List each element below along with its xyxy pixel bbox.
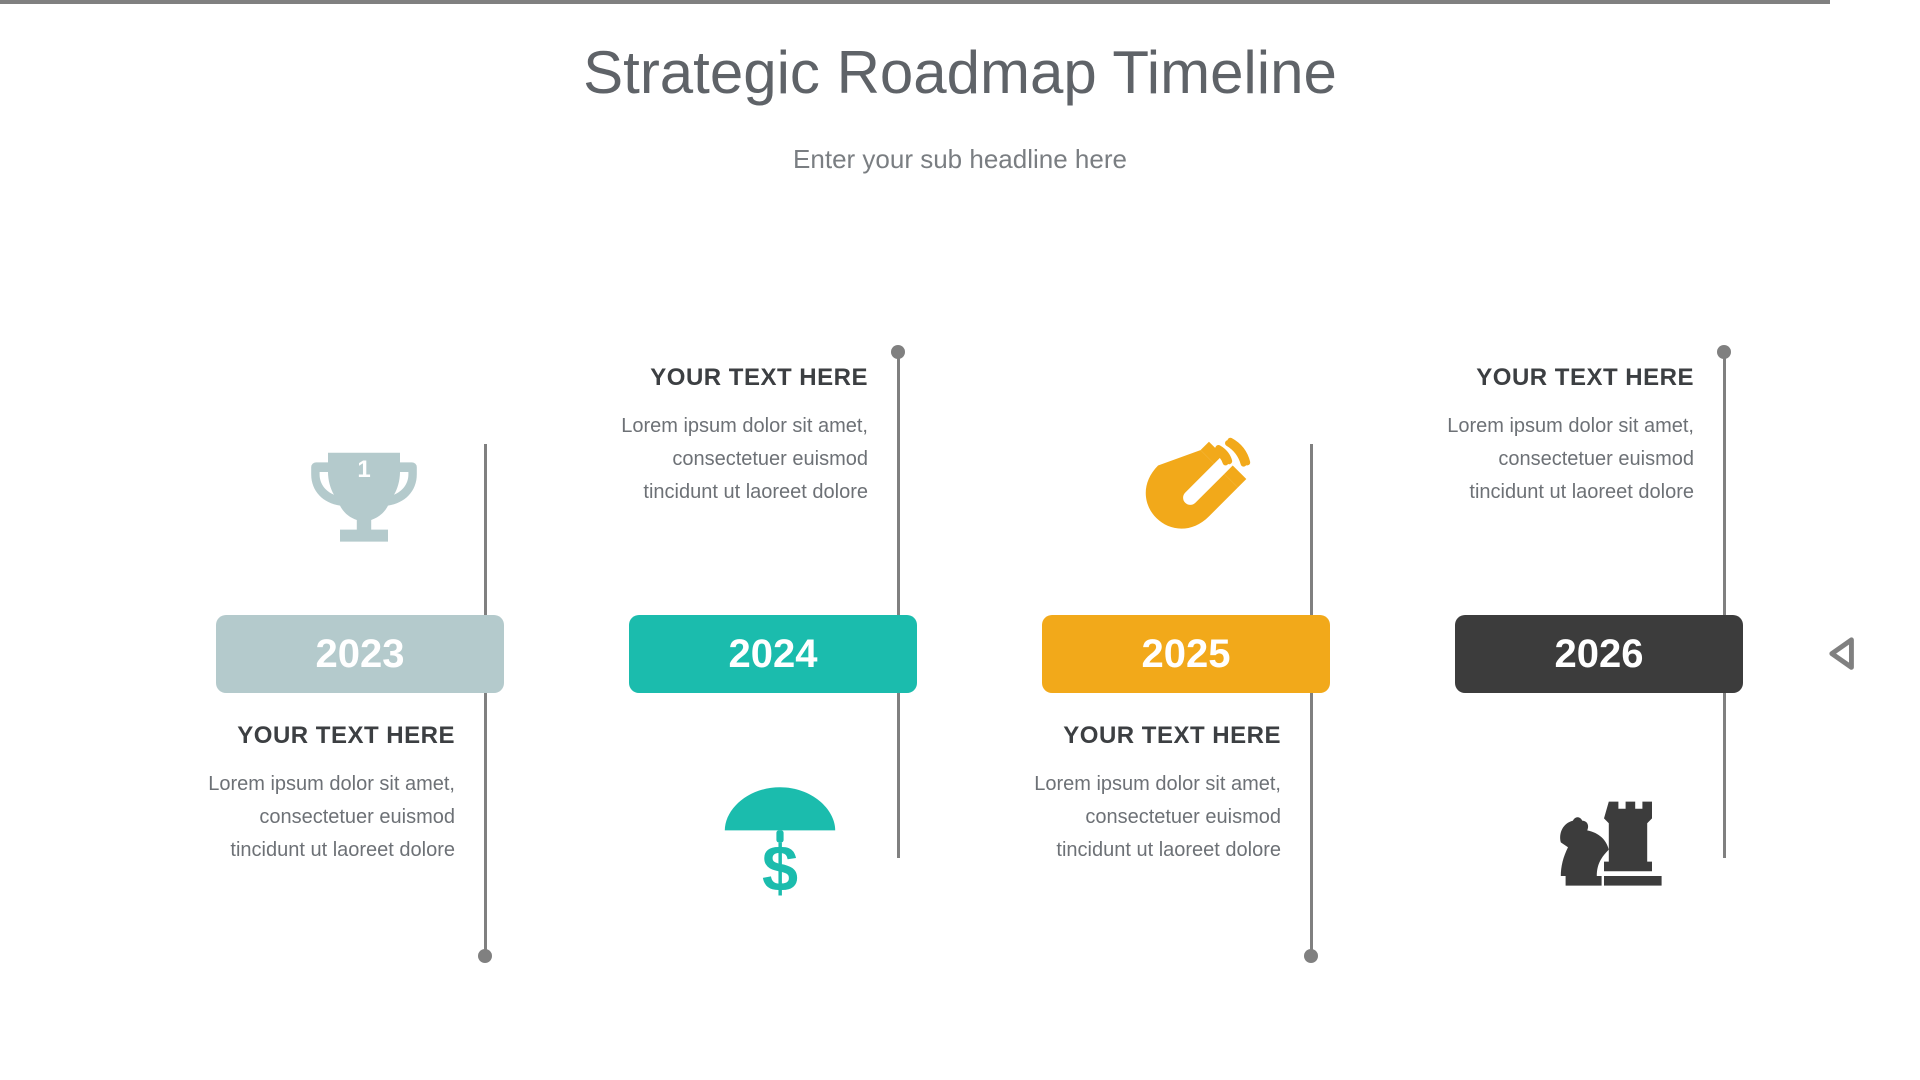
milestone-text-2026: YOUR TEXT HERE Lorem ipsum dolor sit amet… [1442,364,1694,508]
timeline-vline-1 [897,352,900,858]
milestone-heading: YOUR TEXT HERE [1442,364,1694,392]
timeline-vline-dot-0 [478,949,492,963]
timeline-vline-dot-1 [891,345,905,359]
milestone-body: Lorem ipsum dolor sit amet, consectetuer… [616,410,868,508]
year-box-2023: 2023 [216,615,504,693]
milestone-body: Lorem ipsum dolor sit amet, consectetuer… [203,768,455,866]
svg-text:1: 1 [357,456,370,483]
year-box-2026: 2026 [1455,615,1743,693]
milestone-text-2025: YOUR TEXT HERE Lorem ipsum dolor sit amet… [1029,722,1281,866]
timeline-axis [0,0,1830,4]
slide-title: Strategic Roadmap Timeline [0,38,1920,107]
milestone-heading: YOUR TEXT HERE [203,722,455,750]
chess-icon [1544,780,1664,900]
milestone-heading: YOUR TEXT HERE [1029,722,1281,750]
timeline-vline-3 [1723,352,1726,858]
slide: Strategic Roadmap Timeline Enter your su… [0,0,1920,1080]
timeline-vline-2 [1310,444,1313,956]
timeline-vline-dot-2 [1304,949,1318,963]
milestone-heading: YOUR TEXT HERE [616,364,868,392]
milestone-body: Lorem ipsum dolor sit amet, consectetuer… [1029,768,1281,866]
year-box-2025: 2025 [1042,615,1330,693]
umbrella-dollar-icon: $ [720,780,840,900]
milestone-text-2024: YOUR TEXT HERE Lorem ipsum dolor sit amet… [616,364,868,508]
slide-subtitle: Enter your sub headline here [0,144,1920,175]
timeline-vline-0 [484,444,487,956]
year-box-2024: 2024 [629,615,917,693]
milestone-text-2023: YOUR TEXT HERE Lorem ipsum dolor sit amet… [203,722,455,866]
timeline-vline-dot-3 [1717,345,1731,359]
trophy-icon: 1 [304,436,424,556]
timeline-arrowhead [1824,634,1863,673]
milestone-body: Lorem ipsum dolor sit amet, consectetuer… [1442,410,1694,508]
magnet-icon [1132,436,1252,556]
svg-text:$: $ [762,831,798,900]
